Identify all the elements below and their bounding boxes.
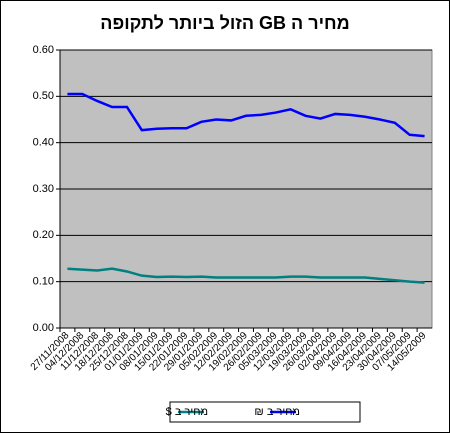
legend-label: מחיר ב ₪ xyxy=(254,406,300,418)
y-tick-label: 0.50 xyxy=(33,90,54,102)
y-tick-label: 0.60 xyxy=(33,44,54,56)
series-line xyxy=(67,267,425,284)
legend-box xyxy=(169,401,361,423)
y-tick-label: 0.10 xyxy=(33,276,54,288)
y-tick-label: 0.00 xyxy=(33,322,54,334)
series-line xyxy=(67,92,425,138)
legend-label: מחיר ב $ xyxy=(166,406,208,418)
y-tick-label: 0.30 xyxy=(33,183,54,195)
y-tick-label: 0.40 xyxy=(33,137,54,149)
chart-title: מחיר ה GB הזול ביותר לתקופה xyxy=(100,13,349,33)
y-tick-label: 0.20 xyxy=(33,229,54,241)
